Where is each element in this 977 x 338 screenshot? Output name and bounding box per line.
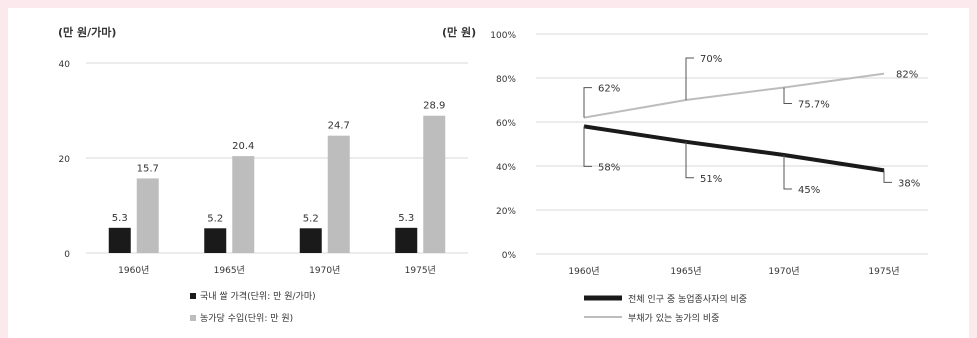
line-series <box>583 124 885 173</box>
line-legend-label: 부채가 있는 농가의 비중 <box>628 312 719 324</box>
line-callout-leader <box>685 57 694 100</box>
line-y-tick: 100% <box>490 31 516 41</box>
bar-mark <box>327 135 350 253</box>
bar-mark <box>204 228 227 253</box>
bar-mark <box>232 156 255 253</box>
bar-x-tick: 1960년 <box>118 265 149 276</box>
bar-unit-label: (만 원/가마) <box>58 25 116 39</box>
line-data-label: 75.7% <box>798 99 830 110</box>
bar-data-label: 5.2 <box>303 213 319 224</box>
line-data-label: 45% <box>798 185 820 196</box>
bar-y-tick: 0 <box>64 250 70 260</box>
bar-x-tick: 1970년 <box>309 265 340 276</box>
bar-legend-swatch <box>190 293 196 299</box>
bar-y-tick: 40 <box>59 60 71 70</box>
bar-legend-label: 농가당 수입(단위: 만 원) <box>200 312 293 324</box>
line-data-label: 38% <box>898 178 920 189</box>
bar-mark <box>395 227 418 253</box>
bar-data-label: 28.9 <box>423 101 445 112</box>
line-callout-leader <box>783 87 792 104</box>
bar-x-tick: 1975년 <box>405 265 436 276</box>
bar-mark <box>423 115 446 253</box>
bar-data-label: 15.7 <box>137 163 159 174</box>
line-x-tick: 1965년 <box>670 266 701 277</box>
line-callout-leader <box>583 126 592 167</box>
line-callout-leader <box>883 170 892 183</box>
line-y-tick: 0% <box>502 251 517 261</box>
line-y-tick: 40% <box>496 163 516 173</box>
bar-y-tick: 20 <box>59 155 71 165</box>
line-callout-leader <box>583 87 592 118</box>
line-callout-leader <box>783 155 792 190</box>
bar-mark <box>136 178 159 253</box>
line-x-tick: 1975년 <box>868 266 899 277</box>
line-y-tick: 60% <box>496 119 516 129</box>
figure-panel: (만 원/가마) 0 20 40 5.3 15.7 1960년 5.2 20.4 1965년 5.2… <box>8 8 969 338</box>
line-data-label: 58% <box>598 162 620 173</box>
bar-data-label: 5.2 <box>207 213 223 224</box>
bar-x-tick: 1965년 <box>214 265 245 276</box>
line-data-label: 62% <box>598 84 620 95</box>
bar-legend-label: 국내 쌀 가격(단위: 만 원/가마) <box>200 290 316 302</box>
line-data-label: 82% <box>896 70 918 81</box>
line-callout-leader <box>685 141 694 179</box>
line-x-tick: 1970년 <box>768 266 799 277</box>
bar-data-label: 5.3 <box>112 213 128 224</box>
line-legend-label: 전체 인구 중 농업종사자의 비중 <box>628 294 747 305</box>
line-y-tick: 20% <box>496 207 516 217</box>
line-series <box>583 72 885 119</box>
line-y-tick: 80% <box>496 75 516 85</box>
bar-legend-swatch <box>190 315 196 321</box>
line-data-label: 70% <box>700 54 722 65</box>
bar-mark <box>299 228 322 253</box>
bar-data-label: 5.3 <box>398 213 414 224</box>
line-x-tick: 1960년 <box>568 266 599 277</box>
bar-data-label: 24.7 <box>328 121 350 132</box>
bar-data-label: 20.4 <box>232 141 254 152</box>
bar-mark <box>108 227 131 253</box>
chart-canvas: (만 원/가마) 0 20 40 5.3 15.7 1960년 5.2 20.4 1965년 5.2… <box>58 25 928 324</box>
line-data-label: 51% <box>700 174 722 185</box>
line-unit-label: (만 원) <box>442 25 476 39</box>
